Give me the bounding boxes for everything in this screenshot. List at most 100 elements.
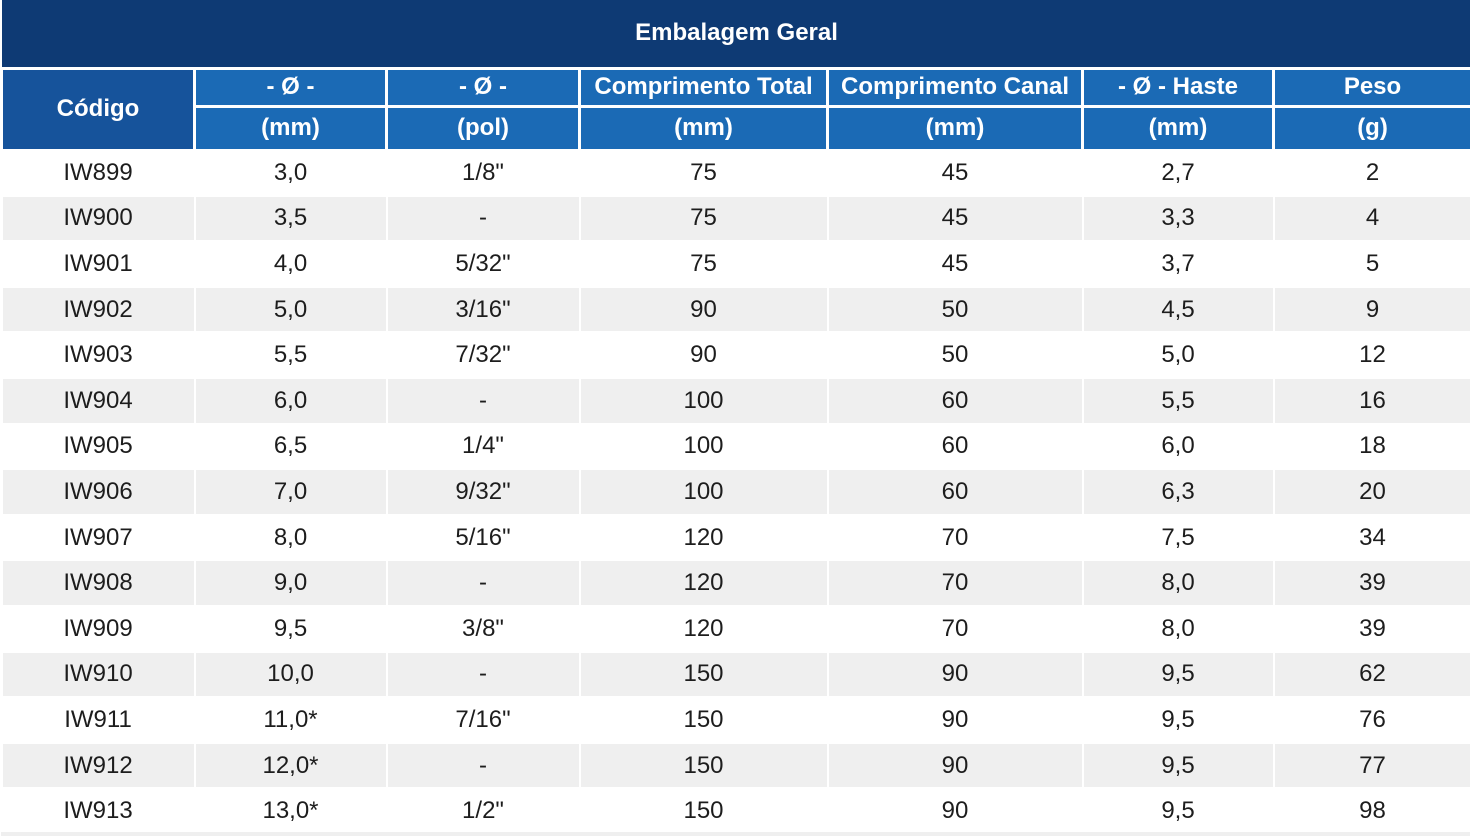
cell-comprimento-canal: 90 [826, 650, 1084, 699]
cell-diametro-mm: 8,0 [193, 513, 388, 562]
cell-codigo: IW913 [0, 787, 196, 835]
col-header-codigo: Código [0, 66, 196, 152]
cell-peso: 76 [1272, 696, 1470, 744]
cell-diametro-mm: 3,0 [193, 149, 388, 197]
table-row: IW908 9,0-120 70 8,0 39 [0, 559, 1470, 607]
table-row: IW904 6,0-100 60 5,5 16 [0, 376, 1470, 425]
cell-comprimento-canal: 50 [826, 285, 1084, 334]
cell-codigo: IW910 [0, 650, 196, 699]
cell-peso: 5 [1272, 240, 1470, 288]
table-row: IW903 5,5 7/32" 90 50 5,0 12 [0, 331, 1470, 379]
cell-diametro-pol: 9/32" [385, 468, 581, 516]
cell-diametro-mm: 6,0 [193, 376, 388, 425]
cell-diametro-mm: 4,0 [193, 240, 388, 288]
cell-diametro-pol: 1/8" [385, 149, 581, 197]
cell-diametro-haste: 8,0 [1081, 604, 1275, 653]
cell-comprimento-total: 100 [578, 422, 829, 471]
col-header-diametro-mm: - Ø - [193, 66, 388, 108]
cell-diametro-haste: 9,5 [1081, 650, 1275, 699]
cell-peso: 39 [1272, 559, 1470, 607]
cell-comprimento-total: 120 [578, 559, 829, 607]
cell-peso: 12 [1272, 331, 1470, 379]
cell-comprimento-total: 150 [578, 741, 829, 790]
col-unit-diametro-pol: (pol) [385, 104, 581, 152]
cell-diametro-haste: 3,3 [1081, 194, 1275, 243]
cell-peso: 34 [1272, 513, 1470, 562]
cell-diametro-pol: 3/16" [385, 285, 581, 334]
cell-comprimento-canal: 60 [826, 422, 1084, 471]
cell-comprimento-total: 100 [578, 468, 829, 516]
cell-codigo: IW900 [0, 194, 196, 243]
cell-diametro-mm: 7,0 [193, 468, 388, 516]
cell-comprimento-canal: 90 [826, 741, 1084, 790]
cell-diametro-mm: 9,5 [193, 604, 388, 653]
cell-diametro-pol: 1/4" [385, 422, 581, 471]
col-unit-peso: (g) [1271, 104, 1470, 152]
table-row: IW907 8,0 5/16" 120 70 7,5 34 [0, 513, 1470, 562]
cell-comprimento-total: 90 [578, 285, 829, 334]
cell-comprimento-canal: 70 [826, 604, 1084, 653]
cell-comprimento-total: 120 [578, 513, 829, 562]
cell-comprimento-canal: 60 [826, 468, 1084, 516]
col-unit-comprimento-canal: (mm) [826, 104, 1084, 152]
cell-comprimento-canal: 90 [826, 787, 1084, 835]
col-header-comprimento-total: Comprimento Total [578, 66, 829, 108]
header-row-labels: Código - Ø - - Ø - Comprimento Total Com… [0, 66, 1470, 152]
cell-diametro-mm: 6,5 [193, 422, 388, 471]
cell-diametro-mm: 12,0* [193, 741, 388, 790]
cell-peso: 2 [1272, 149, 1470, 197]
cell-comprimento-canal: 45 [826, 194, 1084, 243]
table-row: IW899 3,0 1/8" 75 45 2,7 2 [0, 149, 1470, 197]
table-row: IW913 13,0* 1/2" 150 90 9,5 98 [0, 787, 1470, 835]
cell-diametro-pol: 3/8" [385, 604, 581, 653]
cell-codigo: IW899 [0, 149, 196, 197]
cell-diametro-pol: 7/32" [385, 331, 581, 379]
table-row: IW901 4,0 5/32" 75 45 3,7 5 [0, 240, 1470, 288]
cell-codigo: IW906 [0, 468, 196, 516]
cell-diametro-haste: 6,0 [1081, 422, 1275, 471]
table-title: Embalagem Geral [1, 0, 1470, 68]
cell-comprimento-total: 150 [578, 650, 829, 699]
cell-codigo: IW909 [0, 604, 196, 653]
table-title-row: Embalagem Geral [1, 0, 1470, 68]
cell-peso: 62 [1272, 650, 1470, 699]
cell-diametro-pol: 5/16" [385, 513, 581, 562]
cell-codigo: IW905 [0, 422, 196, 471]
cell-peso: 98 [1272, 787, 1470, 835]
cell-codigo: IW901 [0, 240, 196, 288]
cell-diametro-haste: 6,3 [1081, 468, 1275, 516]
table-row: IW900 3,5-75 45 3,3 4 [0, 194, 1470, 243]
cell-comprimento-canal: 90 [826, 696, 1084, 744]
cell-diametro-haste: 4,5 [1081, 285, 1275, 334]
cell-comprimento-canal: 50 [826, 331, 1084, 379]
cell-diametro-mm: 5,0 [193, 285, 388, 334]
cell-diametro-mm: 11,0* [193, 696, 388, 744]
col-header-diametro-haste: - Ø - Haste [1081, 66, 1275, 108]
cell-diametro-pol: 5/32" [385, 240, 581, 288]
cell-codigo: IW902 [0, 285, 196, 334]
cell-diametro-mm: 3,5 [193, 194, 388, 243]
cell-peso: 77 [1272, 741, 1470, 790]
cell-diametro-mm: 9,0 [193, 559, 388, 607]
cell-diametro-mm: 10,0 [193, 650, 388, 699]
cell-comprimento-canal: 70 [826, 513, 1084, 562]
cell-diametro-haste: 8,0 [1081, 559, 1275, 607]
cell-peso: 9 [1272, 285, 1470, 334]
col-header-comprimento-canal: Comprimento Canal [826, 66, 1084, 108]
col-unit-diametro-mm: (mm) [193, 104, 388, 152]
cell-comprimento-total: 120 [578, 604, 829, 653]
table-row: IW906 7,0 9/32" 100 60 6,3 20 [0, 468, 1470, 516]
cell-diametro-haste: 5,0 [1081, 331, 1275, 379]
cell-diametro-pol: - [385, 376, 581, 425]
table-row: IW911 11,0* 7/16" 150 90 9,5 76 [0, 696, 1470, 744]
cell-comprimento-total: 100 [578, 376, 829, 425]
cell-comprimento-canal: 45 [826, 240, 1084, 288]
cell-diametro-haste: 9,5 [1081, 696, 1275, 744]
table-row: IW905 6,5 1/4" 100 60 6,0 18 [0, 422, 1470, 471]
cell-peso: 18 [1272, 422, 1470, 471]
cell-diametro-pol: 7/16" [385, 696, 581, 744]
cell-diametro-haste: 9,5 [1081, 741, 1275, 790]
cell-diametro-haste: 5,5 [1081, 376, 1275, 425]
table-row: IW902 5,0 3/16" 90 50 4,5 9 [0, 285, 1470, 334]
